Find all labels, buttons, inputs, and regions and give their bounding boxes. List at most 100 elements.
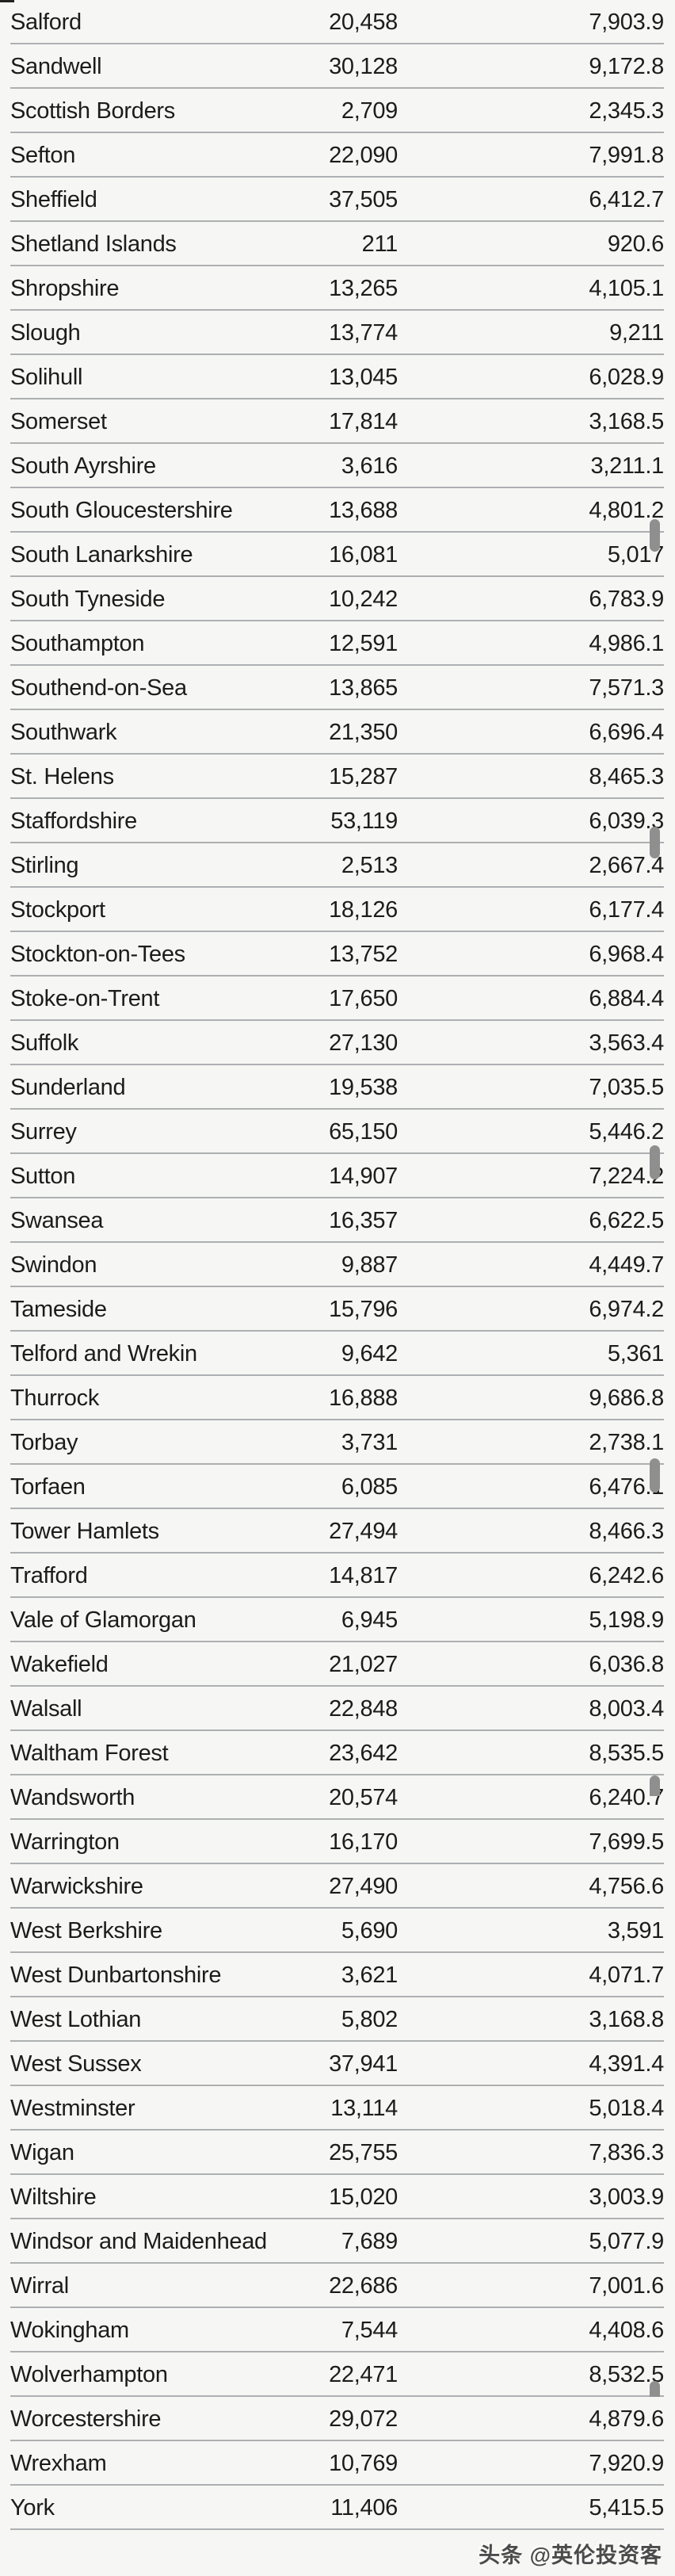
table-row: Southwark 21,350 6,696.4 xyxy=(0,710,675,755)
table-row: Telford and Wrekin 9,642 5,361 xyxy=(0,1332,675,1376)
row-divider xyxy=(10,1774,664,1775)
area-name-cell: Surrey xyxy=(10,1118,77,1145)
table-row: South Lanarkshire 16,081 5,017 xyxy=(0,533,675,577)
row-divider xyxy=(10,43,664,44)
row-divider xyxy=(10,1641,664,1642)
area-name-cell: Wolverhampton xyxy=(10,2361,168,2387)
value-2-cell: 6,974.2 xyxy=(589,1296,664,1322)
row-divider xyxy=(10,2351,664,2352)
value-2-cell: 6,622.5 xyxy=(589,1207,664,1233)
value-1-cell: 20,458 xyxy=(329,9,398,35)
row-divider xyxy=(10,354,664,355)
value-2-cell: 2,667.4 xyxy=(589,852,664,878)
value-2-cell: 2,345.3 xyxy=(589,97,664,124)
table-row: Westminster 13,114 5,018.4 xyxy=(0,2086,675,2131)
row-divider xyxy=(10,2395,664,2397)
table-row: Wigan 25,755 7,836.3 xyxy=(0,2131,675,2175)
table-row: South Tyneside 10,242 6,783.9 xyxy=(0,577,675,621)
area-name-cell: Wandsworth xyxy=(10,1784,135,1810)
value-1-cell: 22,686 xyxy=(329,2272,398,2299)
table-row: Waltham Forest 23,642 8,535.5 xyxy=(0,1731,675,1775)
table-row: Windsor and Maidenhead 7,689 5,077.9 xyxy=(0,2219,675,2264)
area-name-cell: Shropshire xyxy=(10,275,120,301)
value-1-cell: 15,020 xyxy=(329,2184,398,2210)
value-1-cell: 15,287 xyxy=(329,763,398,789)
value-2-cell: 5,446.2 xyxy=(589,1118,664,1145)
area-name-cell: Stockport xyxy=(10,896,105,923)
table-row: Sheffield 37,505 6,412.7 xyxy=(0,178,675,222)
table-row: Solihull 13,045 6,028.9 xyxy=(0,355,675,399)
area-name-cell: Tower Hamlets xyxy=(10,1518,159,1544)
value-1-cell: 16,170 xyxy=(329,1829,398,1855)
value-2-cell: 6,039.3 xyxy=(589,808,664,834)
value-2-cell: 7,920.9 xyxy=(589,2450,664,2476)
scrollbar-thumb[interactable] xyxy=(650,1775,660,1796)
value-1-cell: 15,796 xyxy=(329,1296,398,1322)
area-name-cell: Thurrock xyxy=(10,1385,100,1411)
value-2-cell: 4,408.6 xyxy=(589,2317,664,2343)
row-divider xyxy=(10,1019,664,1021)
area-name-cell: Shetland Islands xyxy=(10,231,177,257)
area-name-cell: Swindon xyxy=(10,1252,97,1278)
value-2-cell: 4,879.6 xyxy=(589,2406,664,2432)
area-name-cell: Wiltshire xyxy=(10,2184,97,2210)
value-2-cell: 5,018.4 xyxy=(589,2095,664,2121)
area-name-cell: West Sussex xyxy=(10,2050,142,2077)
area-name-cell: Solihull xyxy=(10,364,83,390)
row-divider xyxy=(10,531,664,533)
row-divider xyxy=(10,487,664,488)
row-divider xyxy=(10,2262,664,2264)
value-1-cell: 13,752 xyxy=(329,941,398,967)
area-name-cell: Salford xyxy=(10,9,82,35)
value-2-cell: 7,836.3 xyxy=(589,2139,664,2165)
area-name-cell: West Berkshire xyxy=(10,1917,162,1943)
area-name-cell: Somerset xyxy=(10,408,107,434)
scrollbar-thumb[interactable] xyxy=(650,1458,660,1492)
value-1-cell: 9,887 xyxy=(341,1252,398,1278)
value-1-cell: 14,907 xyxy=(329,1163,398,1189)
area-name-cell: Sandwell xyxy=(10,53,102,79)
value-1-cell: 13,114 xyxy=(330,2095,398,2121)
scrollbar-thumb[interactable] xyxy=(650,1145,660,1179)
value-1-cell: 27,494 xyxy=(329,1518,398,1544)
table-row: Stoke-on-Trent 17,650 6,884.4 xyxy=(0,977,675,1021)
area-name-cell: Wrexham xyxy=(10,2450,107,2476)
row-divider xyxy=(10,1152,664,1154)
value-2-cell: 7,991.8 xyxy=(589,142,664,168)
table-row: Vale of Glamorgan 6,945 5,198.9 xyxy=(0,1598,675,1642)
area-name-cell: South Gloucestershire xyxy=(10,497,233,523)
area-name-cell: Vale of Glamorgan xyxy=(10,1607,196,1633)
value-1-cell: 23,642 xyxy=(329,1740,398,1766)
scrollbar-thumb[interactable] xyxy=(650,2381,660,2397)
value-2-cell: 6,240.7 xyxy=(589,1784,664,1810)
area-name-cell: Wigan xyxy=(10,2139,74,2165)
value-1-cell: 27,130 xyxy=(329,1030,398,1056)
area-name-cell: Torfaen xyxy=(10,1473,86,1500)
row-divider xyxy=(10,1419,664,1420)
area-name-cell: Wirral xyxy=(10,2272,69,2299)
value-1-cell: 16,357 xyxy=(329,1207,398,1233)
table-row: Tower Hamlets 27,494 8,466.3 xyxy=(0,1509,675,1554)
value-1-cell: 27,490 xyxy=(329,1873,398,1899)
value-1-cell: 7,689 xyxy=(341,2228,398,2254)
value-1-cell: 6,945 xyxy=(341,1607,398,1633)
area-name-cell: Wokingham xyxy=(10,2317,129,2343)
value-1-cell: 11,406 xyxy=(330,2494,398,2521)
value-2-cell: 5,198.9 xyxy=(589,1607,664,1633)
area-name-cell: South Ayrshire xyxy=(10,453,156,479)
value-2-cell: 6,412.7 xyxy=(589,186,664,212)
scrollbar-thumb[interactable] xyxy=(650,827,660,858)
table-row: Southend-on-Sea 13,865 7,571.3 xyxy=(0,666,675,710)
value-2-cell: 6,177.4 xyxy=(589,896,664,923)
area-name-cell: West Lothian xyxy=(10,2006,142,2032)
area-name-cell: Tameside xyxy=(10,1296,107,1322)
value-2-cell: 3,168.5 xyxy=(589,408,664,434)
value-1-cell: 30,128 xyxy=(329,53,398,79)
scrollbar-thumb[interactable] xyxy=(650,519,660,552)
value-2-cell: 6,028.9 xyxy=(589,364,664,390)
table-row: Shetland Islands 211 920.6 xyxy=(0,222,675,266)
value-2-cell: 7,224.2 xyxy=(589,1163,664,1189)
row-divider xyxy=(10,309,664,311)
value-2-cell: 5,077.9 xyxy=(589,2228,664,2254)
area-name-cell: Warrington xyxy=(10,1829,120,1855)
